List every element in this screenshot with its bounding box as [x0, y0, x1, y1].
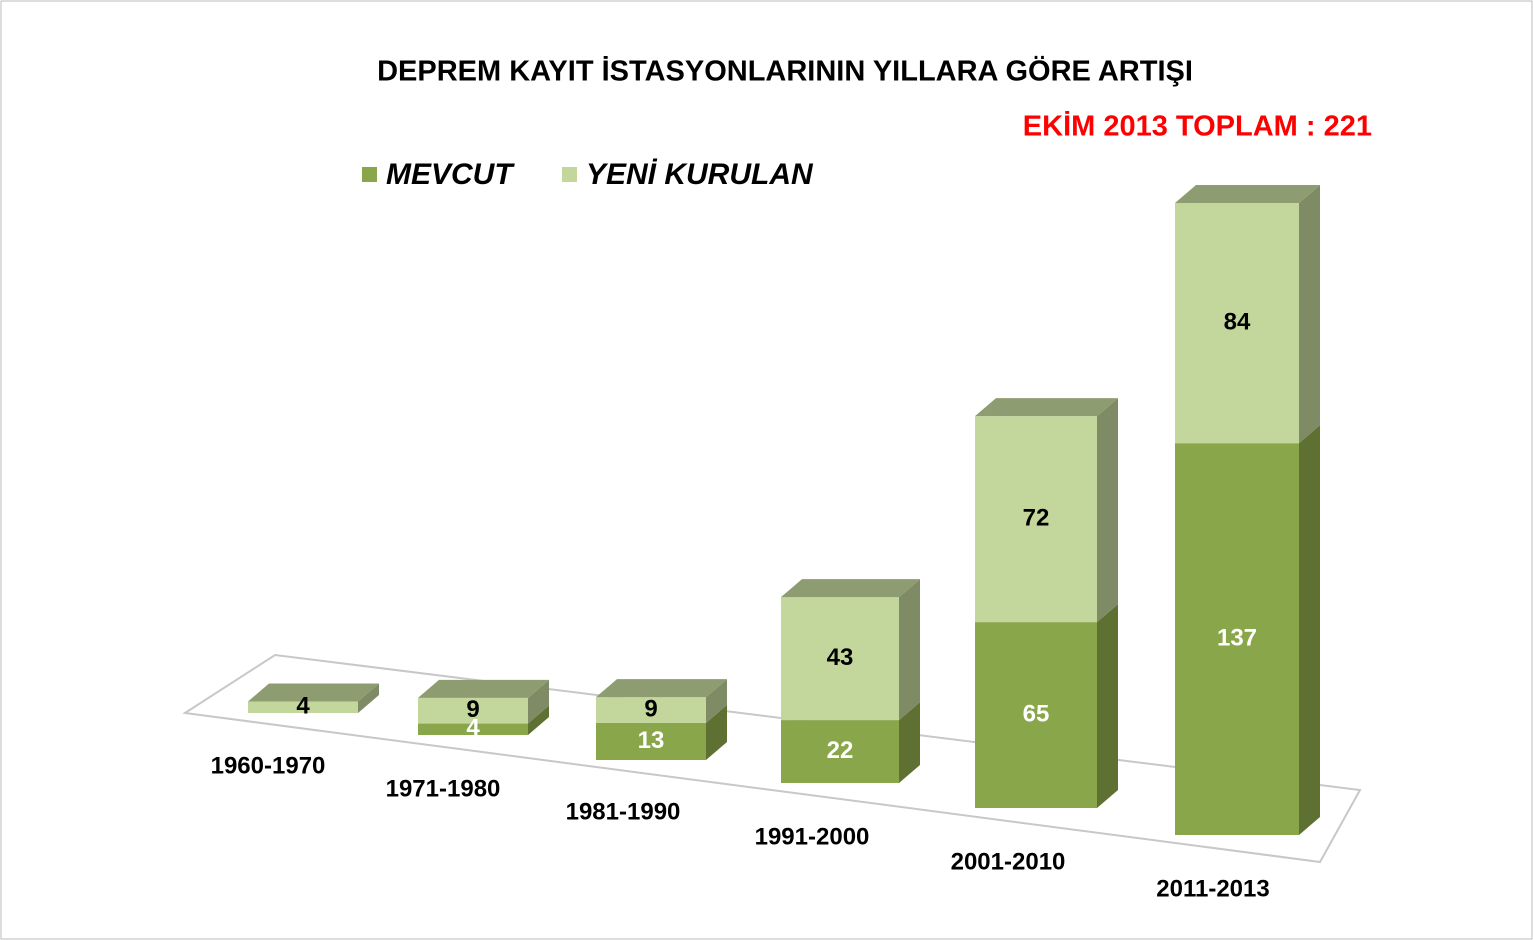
bar-front — [1175, 202, 1299, 444]
bar-top — [596, 679, 727, 698]
floor — [182, 653, 1362, 864]
bar-top — [1175, 184, 1320, 203]
bar-side — [899, 579, 920, 721]
bar-front — [418, 697, 528, 724]
x-tick-label: 1960-1970 — [211, 752, 326, 779]
bar-side — [706, 679, 727, 723]
bar-front — [975, 622, 1097, 808]
value-label: 9 — [466, 696, 479, 723]
bar-side — [528, 705, 549, 735]
value-label: 65 — [1023, 700, 1050, 727]
bar-front — [975, 416, 1097, 623]
bar-side — [1299, 184, 1320, 444]
x-tick-label: 1971-1980 — [386, 775, 501, 802]
legend-swatch — [362, 167, 377, 182]
bar-side — [1299, 425, 1320, 835]
bar-side — [899, 702, 920, 783]
value-label: 4 — [466, 715, 480, 742]
bar-front — [781, 720, 899, 783]
x-tick-label: 1991-2000 — [755, 823, 870, 850]
x-tick-label: 1981-1990 — [566, 798, 681, 825]
x-tick-label: 2001-2010 — [951, 848, 1066, 875]
value-label: 4 — [296, 693, 310, 720]
bar-front — [418, 723, 528, 735]
chart-title: DEPREM KAYIT İSTASYONLARININ YILLARA GÖR… — [377, 55, 1193, 88]
bar-front — [1175, 443, 1299, 835]
value-label: 22 — [827, 737, 854, 764]
bar-side — [358, 683, 379, 713]
chart-subtitle: EKİM 2013 TOPLAM : 221 — [1023, 111, 1372, 143]
value-label: 72 — [1023, 504, 1050, 531]
bar-front — [781, 597, 899, 721]
value-label: 137 — [1217, 624, 1257, 651]
bar-top — [248, 683, 379, 702]
legend-swatch — [562, 167, 577, 182]
bar-front — [596, 697, 706, 723]
bar-side — [1097, 604, 1118, 808]
bar-front — [248, 701, 358, 713]
bar-side — [706, 704, 727, 760]
legend-label: MEVCUT — [386, 158, 515, 191]
bar-top — [418, 679, 549, 698]
x-tick-label: 2011-2013 — [1156, 875, 1269, 902]
bar-front — [596, 722, 706, 760]
bar-top — [975, 398, 1118, 417]
value-label: 13 — [638, 727, 665, 754]
bar-side — [528, 679, 549, 724]
legend-label: YENİ KURULAN — [586, 158, 814, 191]
value-label: 43 — [827, 644, 854, 671]
value-label: 84 — [1224, 308, 1251, 335]
bar-side — [1097, 398, 1118, 623]
bar-top — [781, 579, 920, 598]
value-label: 9 — [644, 695, 657, 722]
